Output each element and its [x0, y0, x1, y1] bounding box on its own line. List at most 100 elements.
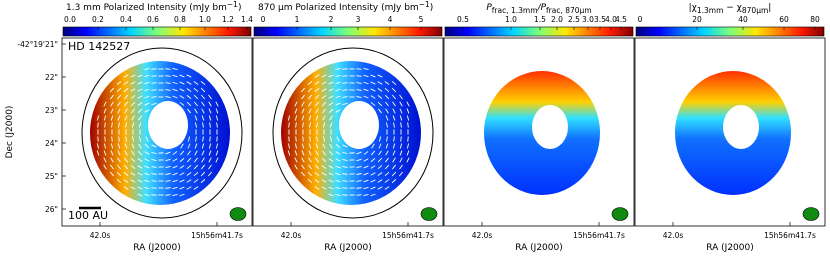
vector [399, 150, 403, 156]
colorbar-tick-label: 2 [329, 15, 334, 24]
label-part: |χ [689, 3, 697, 13]
colorbar-tick-label: 0.0 [64, 15, 76, 24]
vector [123, 94, 129, 100]
vector [328, 81, 334, 85]
vector [179, 186, 185, 190]
vector [200, 80, 206, 86]
vector [399, 143, 403, 149]
vector [151, 103, 157, 105]
vector [407, 122, 409, 128]
vector [322, 143, 326, 149]
vector [356, 173, 362, 175]
vector [145, 136, 149, 142]
vector [391, 94, 397, 100]
vector [187, 143, 191, 149]
vector [377, 81, 383, 85]
vector [215, 143, 219, 149]
x-axis-label: RA (J2000) [324, 243, 372, 253]
vector [329, 136, 333, 142]
vector [165, 180, 171, 182]
vector [308, 108, 312, 114]
label-part: ) [238, 3, 242, 13]
vector [193, 179, 199, 183]
colorbar-tick-label: 0 [638, 15, 643, 24]
vector [144, 109, 150, 113]
vector [314, 164, 320, 170]
vector [165, 173, 171, 175]
vector [385, 115, 389, 121]
vector [315, 122, 319, 128]
vector [321, 101, 327, 107]
x-tick-label: 42.0s [281, 231, 302, 240]
vector [294, 108, 298, 114]
vector [294, 143, 298, 149]
vector [131, 122, 135, 128]
vector [342, 173, 348, 175]
vector [202, 122, 204, 128]
label-part: 1.3 mm Polarized Intensity (mJy bm [66, 3, 227, 13]
scale-bar-label: 100 AU [68, 209, 108, 222]
vector [342, 166, 348, 168]
vector [307, 178, 313, 184]
vector [137, 102, 143, 106]
vector [356, 158, 362, 162]
vector [399, 171, 403, 177]
vector [172, 151, 178, 155]
vector [315, 150, 319, 156]
vector [144, 143, 150, 149]
vector [200, 178, 206, 184]
vector [322, 115, 326, 121]
colorbar-label: 1.3 mm Polarized Intensity (mJy bm−1) [66, 0, 241, 13]
vector [342, 82, 348, 84]
colorbar-tick-label: 3 [356, 15, 361, 24]
vector [356, 187, 362, 189]
vector [315, 157, 319, 163]
colorbar-tick-label: 1 [295, 15, 300, 24]
vector [294, 150, 298, 156]
vector [377, 95, 383, 99]
vector [130, 179, 136, 183]
vector [406, 143, 410, 149]
vector [96, 115, 100, 121]
vector [335, 179, 341, 183]
vector [288, 143, 290, 149]
vector [406, 157, 410, 163]
vector [208, 94, 212, 100]
vector [384, 87, 390, 93]
colorbar-tick-label: 0.6 [147, 15, 159, 24]
contour [81, 47, 243, 219]
colorbar-tick-label: 5 [419, 15, 424, 24]
vector [131, 143, 135, 149]
vector [314, 81, 320, 85]
vector [131, 108, 135, 114]
x-tick-label: 15h56m41.7s [191, 231, 243, 240]
label-subscript: frac, 1.3mm [492, 6, 538, 15]
vector [391, 80, 397, 86]
vector [342, 158, 348, 162]
vector [321, 81, 327, 85]
vector [363, 67, 369, 71]
vector [151, 187, 157, 189]
vector [172, 74, 178, 78]
vector [329, 115, 333, 121]
vector [377, 101, 383, 107]
vector [144, 165, 150, 169]
vector [193, 186, 199, 190]
vector [370, 102, 376, 106]
vector [180, 143, 184, 149]
vector [301, 108, 305, 114]
vector [201, 143, 205, 149]
vector [193, 81, 199, 85]
panel-frame [634, 37, 826, 227]
colorbar [635, 26, 825, 37]
vector [131, 115, 135, 121]
vector [356, 165, 362, 169]
vector [130, 165, 136, 169]
vector [208, 157, 212, 163]
vector [406, 108, 410, 114]
vector [151, 166, 157, 168]
vector [172, 165, 178, 169]
vector [386, 136, 388, 142]
vector [111, 136, 113, 142]
vector [356, 75, 362, 77]
